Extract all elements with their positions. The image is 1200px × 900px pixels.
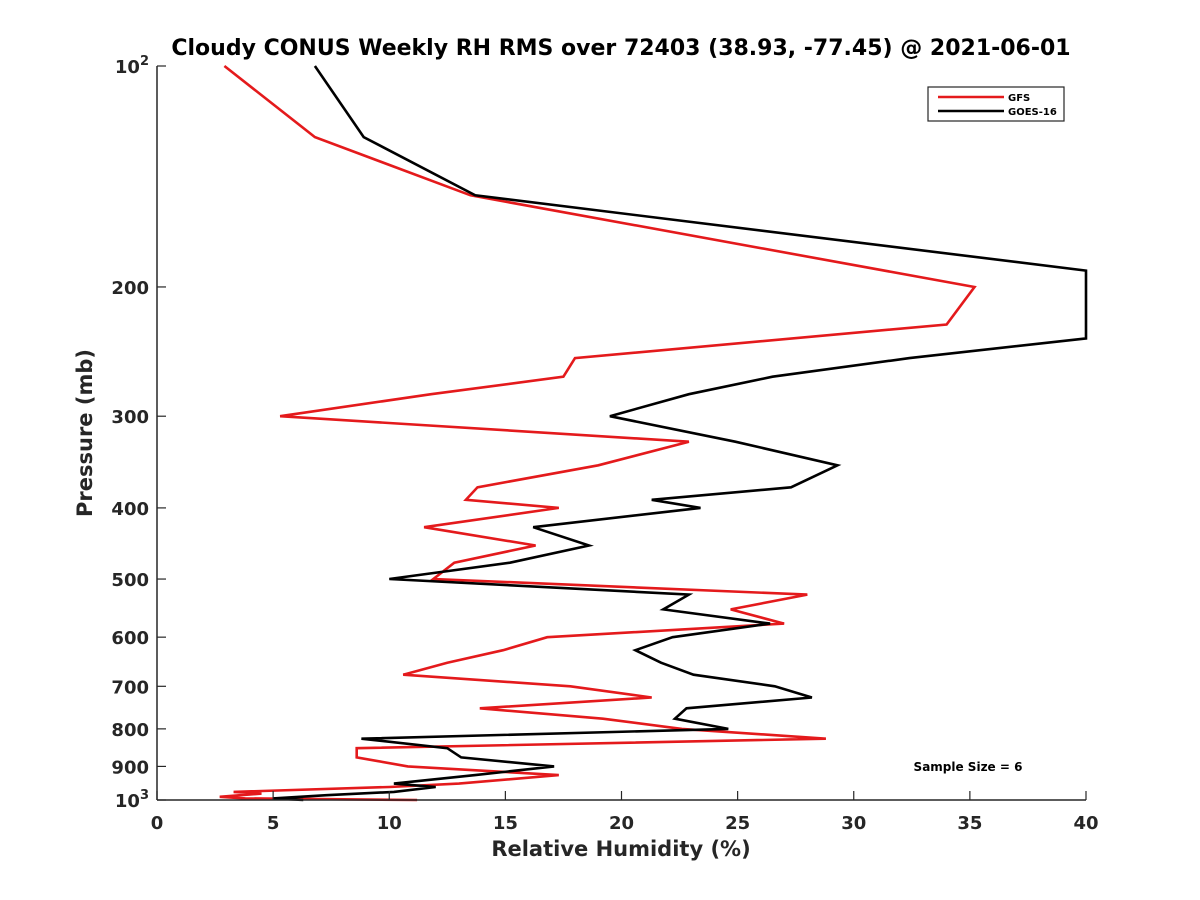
sample-size-annotation: Sample Size = 6 — [914, 760, 1023, 774]
series-line-goes16 — [273, 65, 1088, 802]
x-tick-label: 10 — [377, 813, 402, 834]
x-tick-label: 30 — [841, 813, 866, 834]
plot-lines — [219, 64, 1088, 802]
x-tick-label: 15 — [493, 813, 518, 834]
x-ticks: 0 5 10 15 20 25 30 35 40 — [151, 791, 1099, 834]
x-tick-label: 35 — [957, 813, 982, 834]
x-tick-label: 40 — [1073, 813, 1098, 834]
y-ticks: 102 200 300 400 500 600 700 800 900 103 — [111, 54, 166, 812]
y-tick-label: 900 — [111, 757, 149, 778]
y-tick-label: 200 — [111, 278, 149, 299]
x-tick-label: 5 — [267, 813, 280, 834]
x-axis-title: Relative Humidity (%) — [491, 837, 750, 861]
x-tick-label: 0 — [151, 813, 164, 834]
y-tick-label: 700 — [111, 677, 149, 698]
y-tick-label: 500 — [111, 570, 149, 591]
y-tick-label: 102 — [115, 54, 149, 78]
legend-label-goes16: GOES-16 — [1008, 107, 1057, 118]
y-tick-label: 800 — [111, 720, 149, 741]
legend-box — [927, 86, 1065, 122]
legend: GFS GOES-16 — [927, 86, 1065, 122]
chart-title: Cloudy CONUS Weekly RH RMS over 72403 (3… — [171, 36, 1070, 61]
y-tick-label: 300 — [111, 407, 149, 428]
y-tick-label: 400 — [111, 499, 149, 520]
series-line-gfs — [219, 64, 977, 802]
x-tick-label: 20 — [609, 813, 634, 834]
y-tick-label: 103 — [115, 788, 149, 812]
y-axis-title: Pressure (mb) — [73, 349, 97, 517]
y-tick-label: 600 — [111, 628, 149, 649]
legend-label-gfs: GFS — [1008, 93, 1030, 104]
x-tick-label: 25 — [725, 813, 750, 834]
